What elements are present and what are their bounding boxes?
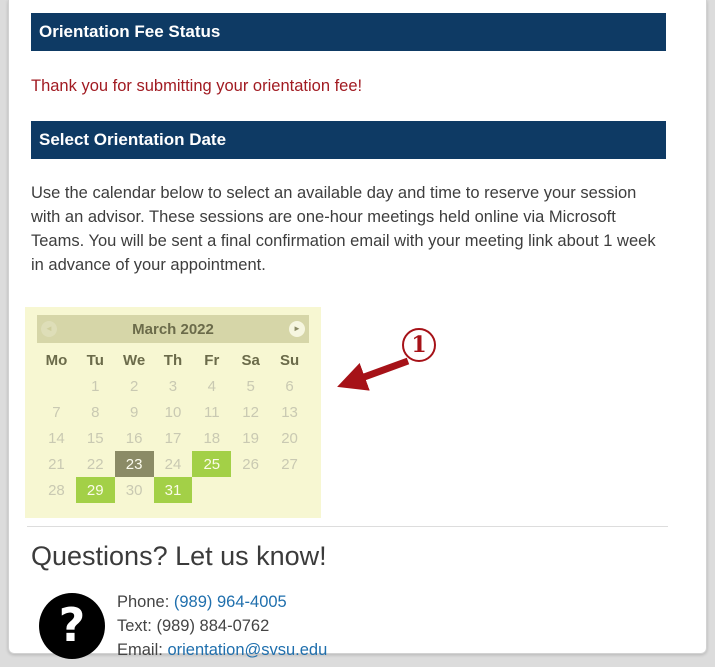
calendar-day-20: 20 <box>281 429 298 447</box>
text-label: Text: <box>117 617 152 635</box>
calendar-day-18: 18 <box>203 429 221 447</box>
calendar-day-28: 28 <box>48 481 65 499</box>
contact-phone-line: Phone: (989) 964-4005 <box>117 590 327 614</box>
calendar-header: ◄ March 2022 ► <box>37 315 309 343</box>
calendar-day-16: 16 <box>125 429 143 447</box>
calendar-day-31[interactable]: 31 <box>153 477 193 503</box>
calendar-day-30: 30 <box>125 481 143 499</box>
calendar-day-26: 26 <box>242 455 259 473</box>
email-link[interactable]: orientation@svsu.edu <box>167 641 328 659</box>
calendar-day-23[interactable]: 23 <box>114 451 154 477</box>
calendar-day-9: 9 <box>129 403 139 421</box>
calendar-day-27: 27 <box>281 455 298 473</box>
calendar-day-8: 8 <box>91 403 100 421</box>
calendar-day-29[interactable]: 29 <box>75 477 115 503</box>
calendar-day-22: 22 <box>86 455 104 473</box>
questions-heading: Questions? Let us know! <box>31 541 327 571</box>
calendar-day-13: 13 <box>281 403 298 421</box>
calendar-day-25[interactable]: 25 <box>192 451 232 477</box>
weekday-label-mo: Mo <box>45 351 68 369</box>
calendar-day-7: 7 <box>52 403 61 421</box>
calendar-day-empty <box>231 477 270 503</box>
calendar-day-21: 21 <box>48 455 65 473</box>
weekday-label-fr: Fr <box>204 351 220 369</box>
select-date-header: Select Orientation Date <box>31 121 666 159</box>
calendar-day-6: 6 <box>285 377 294 395</box>
calendar-weekday-row: Mo Tu We Th Fr Sa Su <box>37 347 309 373</box>
phone-label: Phone: <box>117 593 170 611</box>
weekday-label-tu: Tu <box>86 351 104 369</box>
weekday-label-sa: Sa <box>241 351 260 369</box>
text-number: (989) 884-0762 <box>156 617 270 635</box>
calendar-month-label: March 2022 <box>132 320 214 338</box>
calendar-day-14: 14 <box>48 429 65 447</box>
calendar-day-5: 5 <box>246 377 255 395</box>
calendar-day-12: 12 <box>242 403 259 421</box>
fee-status-title: Orientation Fee Status <box>39 22 221 41</box>
calendar-day-10: 10 <box>164 403 182 421</box>
calendar-day-4: 4 <box>207 377 216 395</box>
question-mark-icon: ? <box>39 593 105 659</box>
calendar-day-15: 15 <box>86 429 104 447</box>
contact-text-line: Text: (989) 884-0762 <box>117 614 327 638</box>
phone-link[interactable]: (989) 964-4005 <box>173 593 287 611</box>
calendar-day-1: 1 <box>91 377 100 395</box>
fee-status-header: Orientation Fee Status <box>31 13 666 51</box>
weekday-label-su: Su <box>279 351 300 369</box>
calendar-day-3: 3 <box>168 377 178 395</box>
calendar-next-month-button[interactable]: ► <box>289 321 305 337</box>
calendar-prev-month-button[interactable]: ◄ <box>41 321 57 337</box>
weekday-label-th: Th <box>163 351 183 369</box>
calendar-day-empty <box>37 373 76 399</box>
section-divider <box>27 526 668 527</box>
select-date-title: Select Orientation Date <box>39 130 227 149</box>
annotation-number-badge: 1 <box>402 328 436 362</box>
calendar-day-17: 17 <box>164 429 182 447</box>
calendar-day-11: 11 <box>204 403 220 421</box>
fee-status-message: Thank you for submitting your orientatio… <box>31 77 363 95</box>
calendar-grid: Mo Tu We Th Fr Sa Su 1 2 3 4 5 6 7 8 9 10 11 12 13 14 15 16 17… <box>37 347 309 503</box>
annotation-arrow-icon <box>337 357 410 391</box>
contact-block: ? Phone: (989) 964-4005 Text: (989) 884-… <box>39 590 666 662</box>
email-label: Email: <box>117 641 163 659</box>
calendar-days: 1 2 3 4 5 6 7 8 9 10 11 12 13 14 15 16 17 18 19 20 21 22 23 24 2… <box>37 373 309 503</box>
calendar-instructions: Use the calendar below to select an avai… <box>31 184 656 274</box>
content-card: Orientation Fee Status Thank you for sub… <box>8 0 707 659</box>
weekday-label-we: We <box>122 351 146 369</box>
calendar-day-24: 24 <box>164 455 182 473</box>
calendar-day-empty <box>270 477 309 503</box>
contact-email-line: Email: orientation@svsu.edu <box>117 638 327 662</box>
contact-lines: Phone: (989) 964-4005 Text: (989) 884-07… <box>117 590 327 662</box>
calendar-day-2: 2 <box>129 377 139 395</box>
calendar-day-empty <box>192 477 231 503</box>
annotation-1: 1 <box>323 325 447 407</box>
calendar-day-19: 19 <box>242 429 259 447</box>
